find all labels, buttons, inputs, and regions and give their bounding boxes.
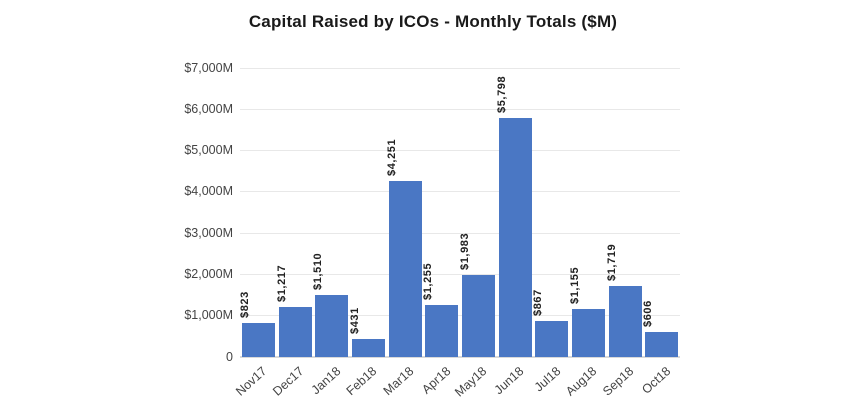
- bar-jan18[interactable]: [315, 294, 349, 357]
- bar-jun18[interactable]: [498, 117, 532, 357]
- bar-value-label: $431: [348, 307, 361, 335]
- bar-oct18[interactable]: [645, 331, 679, 357]
- bar-value-label: $1,983: [458, 232, 471, 271]
- bar-feb18[interactable]: [351, 339, 385, 357]
- bar-value-label: $1,719: [605, 243, 618, 282]
- bar-value-label: $4,251: [385, 139, 398, 177]
- bar-aug18[interactable]: [571, 309, 605, 357]
- bar-value-label: $1,255: [422, 262, 435, 301]
- y-axis-tick-label: $2,000M: [184, 266, 233, 281]
- bar-value-label: $1,155: [568, 267, 581, 305]
- gridline: [240, 108, 680, 110]
- gridline: [240, 67, 680, 69]
- bar-may18[interactable]: [461, 275, 495, 357]
- bar-sep18[interactable]: [608, 286, 642, 357]
- bar-value-label: $1,217: [275, 264, 288, 302]
- bar-jul18[interactable]: [535, 321, 569, 357]
- bar-value-label: $5,798: [495, 75, 508, 113]
- y-axis-tick-label: $7,000M: [184, 60, 233, 75]
- bar-value-label: $606: [642, 300, 655, 327]
- y-axis-tick-label: 0: [226, 349, 233, 364]
- y-axis-tick-label: $4,000M: [184, 184, 233, 199]
- y-axis-tick-label: $6,000M: [184, 101, 233, 116]
- chart-title: Capital Raised by ICOs - Monthly Totals …: [248, 12, 618, 31]
- bar-dec17[interactable]: [278, 306, 312, 357]
- bar-apr18[interactable]: [425, 305, 459, 357]
- y-axis-tick-label: $1,000M: [184, 308, 233, 323]
- y-axis-tick-label: $3,000M: [184, 225, 233, 240]
- y-axis-tick-label: $5,000M: [184, 143, 233, 158]
- bar-value-label: $867: [532, 289, 545, 317]
- gridline: [240, 191, 680, 193]
- bar-value-label: $823: [238, 291, 251, 319]
- bar-nov17[interactable]: [241, 323, 275, 357]
- bar-mar18[interactable]: [388, 181, 422, 357]
- bar-value-label: $1,510: [312, 252, 325, 290]
- gridline: [240, 150, 680, 152]
